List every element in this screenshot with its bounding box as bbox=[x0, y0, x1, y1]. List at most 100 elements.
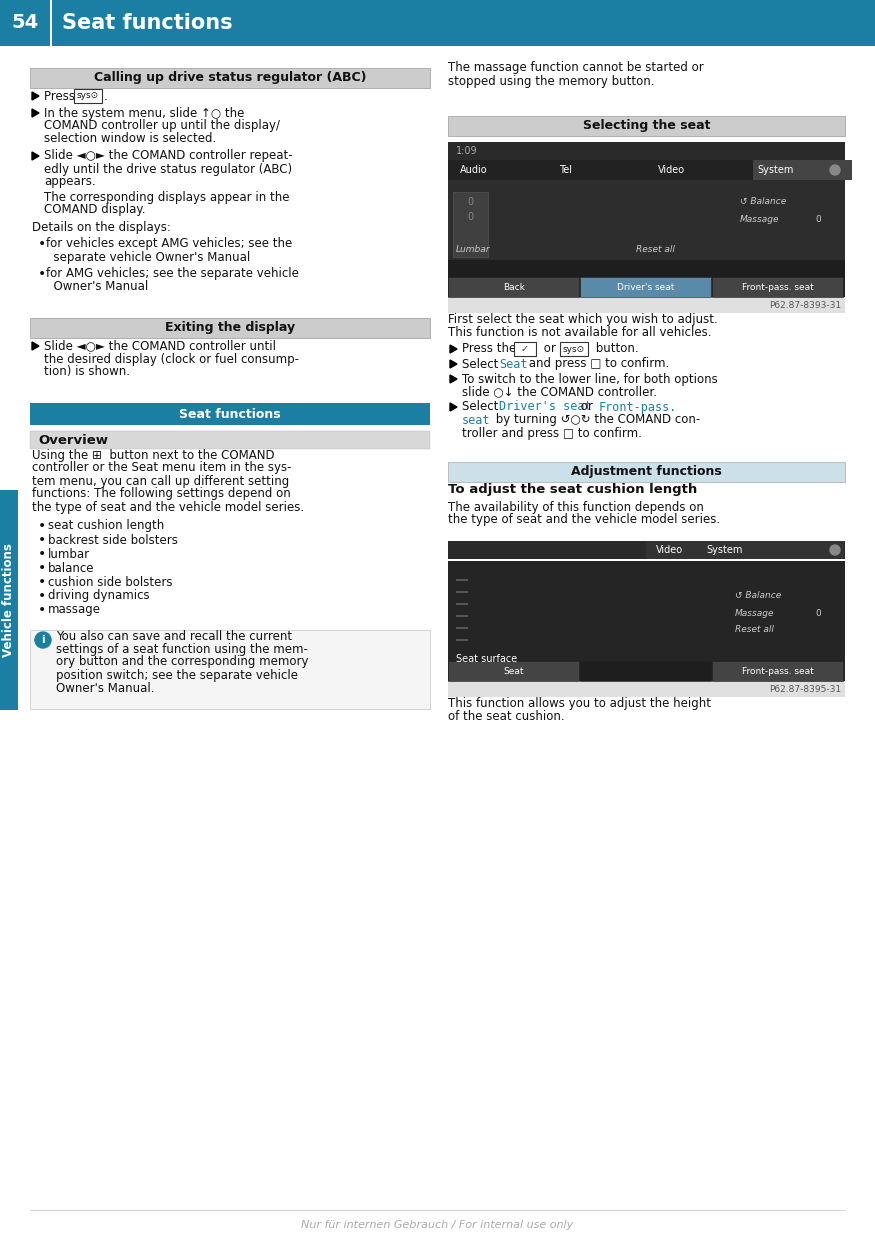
Bar bbox=[456, 580, 468, 581]
Text: seat: seat bbox=[462, 413, 491, 427]
Bar bbox=[753, 160, 852, 180]
Circle shape bbox=[830, 545, 840, 555]
Text: Calling up drive status regulator (ABC): Calling up drive status regulator (ABC) bbox=[94, 72, 367, 84]
Text: troller and press □ to confirm.: troller and press □ to confirm. bbox=[462, 427, 642, 439]
Bar bbox=[448, 297, 845, 313]
Text: functions: The following settings depend on: functions: The following settings depend… bbox=[32, 488, 291, 500]
Text: •: • bbox=[38, 519, 46, 532]
Polygon shape bbox=[450, 375, 457, 383]
Bar bbox=[448, 115, 845, 137]
Text: separate vehicle Owner's Manual: separate vehicle Owner's Manual bbox=[46, 251, 250, 263]
Text: Adjustment functions: Adjustment functions bbox=[571, 465, 722, 479]
Text: driving dynamics: driving dynamics bbox=[48, 589, 150, 602]
Text: The availability of this function depends on: The availability of this function depend… bbox=[448, 500, 704, 514]
Text: appears.: appears. bbox=[44, 175, 95, 189]
Text: Select: Select bbox=[462, 357, 502, 371]
Bar bbox=[580, 277, 711, 297]
Text: •: • bbox=[38, 237, 46, 251]
Text: 1:09: 1:09 bbox=[456, 146, 478, 156]
Text: Video: Video bbox=[656, 545, 683, 555]
Text: or: or bbox=[540, 343, 560, 355]
Bar bbox=[74, 89, 102, 103]
Text: cushion side bolsters: cushion side bolsters bbox=[48, 576, 172, 588]
Text: by turning ↺○↻ the COMAND con-: by turning ↺○↻ the COMAND con- bbox=[492, 413, 700, 427]
Bar bbox=[30, 630, 430, 709]
Bar bbox=[0, 490, 18, 710]
Bar bbox=[560, 343, 588, 356]
Text: Selecting the seat: Selecting the seat bbox=[583, 119, 710, 133]
Text: of the seat cushion.: of the seat cushion. bbox=[448, 710, 564, 722]
Text: •: • bbox=[38, 267, 46, 280]
Bar bbox=[514, 343, 536, 356]
Text: P62.87-8395-31: P62.87-8395-31 bbox=[769, 685, 841, 694]
Text: •: • bbox=[38, 547, 46, 561]
Bar bbox=[448, 681, 845, 697]
Text: COMAND controller up until the display/: COMAND controller up until the display/ bbox=[44, 119, 280, 133]
Polygon shape bbox=[450, 360, 457, 369]
Bar bbox=[30, 403, 430, 424]
Text: In the system menu, slide ↑○ the: In the system menu, slide ↑○ the bbox=[44, 107, 244, 119]
Text: Exiting the display: Exiting the display bbox=[164, 321, 295, 335]
Bar bbox=[30, 431, 430, 449]
Text: To adjust the seat cushion length: To adjust the seat cushion length bbox=[448, 484, 697, 496]
Text: To switch to the lower line, for both options: To switch to the lower line, for both op… bbox=[462, 372, 718, 386]
Text: ory button and the corresponding memory: ory button and the corresponding memory bbox=[56, 655, 309, 669]
Text: Seat surface: Seat surface bbox=[456, 654, 517, 664]
Polygon shape bbox=[32, 151, 39, 160]
Text: 0: 0 bbox=[815, 216, 821, 225]
Text: Massage: Massage bbox=[740, 216, 780, 225]
Text: Audio: Audio bbox=[460, 165, 487, 175]
Bar bbox=[456, 591, 468, 593]
Text: Select: Select bbox=[462, 401, 502, 413]
Bar bbox=[50, 0, 52, 46]
Text: Driver's seat: Driver's seat bbox=[499, 401, 592, 413]
Text: Press: Press bbox=[44, 89, 79, 103]
Text: Nur für internen Gebrauch / For internal use only: Nur für internen Gebrauch / For internal… bbox=[301, 1220, 574, 1230]
Text: Driver's seat: Driver's seat bbox=[618, 283, 675, 292]
Bar bbox=[30, 318, 430, 338]
Bar bbox=[456, 627, 468, 629]
Text: Front-pass. seat: Front-pass. seat bbox=[742, 666, 814, 675]
Bar bbox=[712, 277, 843, 297]
Text: 0: 0 bbox=[815, 608, 821, 618]
Text: You also can save and recall the current: You also can save and recall the current bbox=[56, 629, 292, 643]
Text: Seat functions: Seat functions bbox=[62, 12, 233, 34]
Text: ↺ Balance: ↺ Balance bbox=[735, 592, 781, 601]
Text: Seat functions: Seat functions bbox=[179, 407, 281, 421]
Bar bbox=[448, 561, 845, 681]
Text: The corresponding displays appear in the: The corresponding displays appear in the bbox=[44, 191, 290, 204]
Text: the type of seat and the vehicle model series.: the type of seat and the vehicle model s… bbox=[32, 500, 304, 514]
Text: slide ○↓ the COMAND controller.: slide ○↓ the COMAND controller. bbox=[462, 386, 657, 398]
Bar bbox=[456, 603, 468, 606]
Polygon shape bbox=[32, 92, 39, 101]
Text: massage: massage bbox=[48, 603, 101, 617]
Text: button.: button. bbox=[592, 343, 639, 355]
Text: Vehicle functions: Vehicle functions bbox=[3, 544, 16, 656]
Text: for AMG vehicles; see the separate vehicle: for AMG vehicles; see the separate vehic… bbox=[46, 268, 299, 280]
Text: Reset all: Reset all bbox=[735, 624, 774, 633]
Text: First select the seat which you wish to adjust.: First select the seat which you wish to … bbox=[448, 313, 718, 325]
Text: ✓: ✓ bbox=[521, 344, 529, 354]
Text: •: • bbox=[38, 561, 46, 575]
Text: •: • bbox=[38, 603, 46, 617]
Text: tion) is shown.: tion) is shown. bbox=[44, 366, 130, 379]
Bar bbox=[448, 661, 579, 681]
Circle shape bbox=[35, 632, 51, 648]
Bar bbox=[453, 192, 488, 257]
Bar bbox=[448, 160, 845, 180]
Text: or: or bbox=[577, 401, 597, 413]
Text: for vehicles except AMG vehicles; see the: for vehicles except AMG vehicles; see th… bbox=[46, 237, 292, 251]
Text: the type of seat and the vehicle model series.: the type of seat and the vehicle model s… bbox=[448, 514, 720, 526]
Text: selection window is selected.: selection window is selected. bbox=[44, 133, 216, 145]
Text: Reset all: Reset all bbox=[636, 246, 675, 254]
Text: Details on the displays:: Details on the displays: bbox=[32, 221, 171, 233]
Circle shape bbox=[830, 165, 840, 175]
Text: Press the: Press the bbox=[462, 343, 520, 355]
Text: and press □ to confirm.: and press □ to confirm. bbox=[525, 357, 669, 371]
Polygon shape bbox=[32, 343, 39, 350]
Text: sys⊙: sys⊙ bbox=[563, 345, 585, 354]
Text: Slide ◄○► the COMAND controller until: Slide ◄○► the COMAND controller until bbox=[44, 340, 276, 352]
Text: settings of a seat function using the mem-: settings of a seat function using the me… bbox=[56, 643, 308, 655]
Text: seat cushion length: seat cushion length bbox=[48, 520, 164, 532]
Text: •: • bbox=[38, 532, 46, 547]
